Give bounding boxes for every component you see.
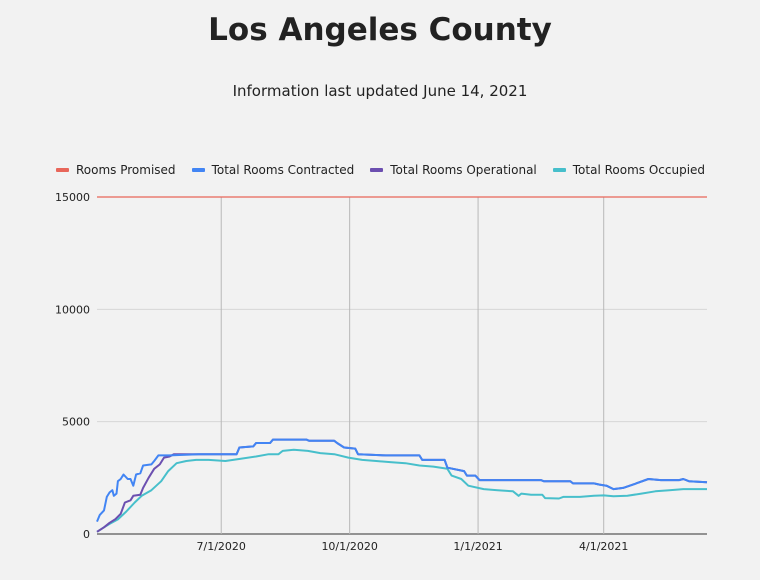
y-tick-label: 10000 (55, 303, 90, 316)
legend-swatch (56, 168, 69, 172)
y-tick-label: 0 (83, 528, 90, 541)
series-line-total-rooms-operational (96, 438, 708, 533)
legend-swatch (552, 168, 566, 172)
x-tick-label: 4/1/2021 (579, 540, 628, 553)
y-tick-label: 15000 (55, 191, 90, 204)
legend-item-rooms-promised[interactable]: Rooms Promised (56, 163, 176, 177)
legend-swatch (370, 168, 384, 172)
x-tick-label: 1/1/2021 (453, 540, 502, 553)
series-line-total-rooms-contracted (96, 438, 708, 522)
series-line-total-rooms-occupied (96, 448, 707, 533)
x-tick-label: 7/1/2020 (197, 540, 246, 553)
legend-item-total-rooms-operational[interactable]: Total Rooms Operational (370, 163, 537, 177)
y-tick-label: 5000 (62, 416, 90, 429)
chart-legend: Rooms Promised Total Rooms Contracted To… (56, 161, 721, 179)
legend-label: Total Rooms Contracted (211, 163, 355, 177)
legend-item-total-rooms-contracted[interactable]: Total Rooms Contracted (191, 163, 355, 177)
chart-subtitle: Information last updated June 14, 2021 (232, 82, 528, 100)
legend-label: Total Rooms Occupied (572, 163, 706, 177)
legend-item-total-rooms-occupied[interactable]: Total Rooms Occupied (552, 163, 706, 177)
legend-swatch (191, 168, 205, 172)
x-tick-label: 10/1/2020 (321, 540, 377, 553)
legend-label: Rooms Promised (76, 163, 176, 177)
chart-title: Los Angeles County (208, 12, 552, 48)
legend-label: Total Rooms Operational (390, 163, 537, 177)
